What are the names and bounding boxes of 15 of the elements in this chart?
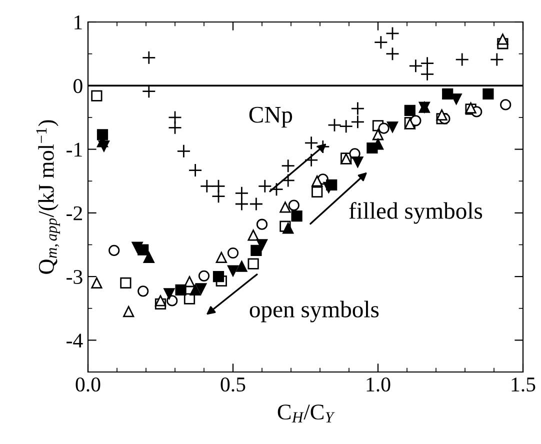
x-tick-label: 1.0 [366, 377, 390, 392]
y-tick-label: 0 [74, 79, 82, 94]
annotation: open symbols [250, 300, 379, 322]
x-axis-title: C$_{H}$/C$_{Y}$ [278, 404, 335, 422]
y-axis-title: Q$_{m,app}$/(kJ mol$^{−1}$) [36, 120, 60, 274]
x-tick-label: 0.0 [76, 377, 100, 392]
annotation: CNp [249, 106, 292, 128]
y-tick-label: -2 [66, 206, 82, 220]
x-tick-label: 1.5 [512, 378, 536, 392]
y-tick-label: -1 [66, 142, 82, 156]
x-tick-label: 0.5 [220, 377, 246, 392]
y-tick-label: -4 [66, 334, 83, 348]
y-tick-label: -3 [66, 270, 82, 284]
annotation: filled symbols [349, 202, 482, 224]
y-tick-label: 1 [74, 15, 82, 30]
